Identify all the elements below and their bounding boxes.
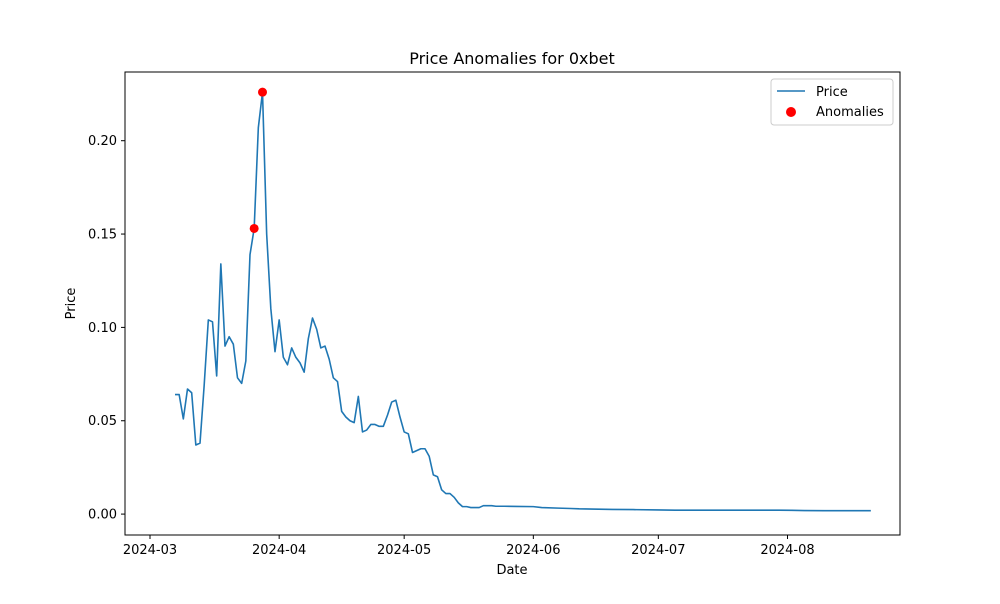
- y-axis-label: Price: [64, 288, 79, 320]
- anomaly-point: [249, 223, 259, 233]
- legend: Price Anomalies: [770, 78, 894, 126]
- legend-anomalies-swatch: [786, 107, 796, 117]
- x-axis-label: Date: [496, 563, 527, 578]
- y-tick-label: 0.20: [88, 134, 117, 149]
- x-tick-label: 2024-06: [506, 543, 560, 558]
- price-series-line: [175, 91, 871, 512]
- legend-anomalies-label: Anomalies: [816, 105, 884, 120]
- chart-title: Price Anomalies for 0xbet: [409, 49, 615, 68]
- x-axis: 2024-03 2024-04 2024-05 2024-06 2024-07 2024-…: [123, 535, 815, 558]
- y-tick-label: 0.15: [88, 228, 117, 243]
- y-tick-label: 0.00: [88, 508, 117, 523]
- plot-frame: [124, 71, 901, 536]
- x-tick-label: 2024-04: [252, 543, 306, 558]
- anomaly-point: [258, 87, 267, 97]
- y-tick-label: 0.05: [88, 414, 117, 429]
- plot-area: [175, 87, 871, 512]
- y-tick-label: 0.10: [88, 321, 117, 336]
- x-tick-label: 2024-03: [123, 543, 177, 558]
- legend-price-label: Price: [816, 85, 848, 100]
- x-tick-label: 2024-07: [631, 543, 685, 558]
- x-tick-label: 2024-08: [760, 543, 814, 558]
- y-axis: 0.00 0.05 0.10 0.15 0.20: [88, 134, 125, 523]
- x-tick-label: 2024-05: [377, 543, 431, 558]
